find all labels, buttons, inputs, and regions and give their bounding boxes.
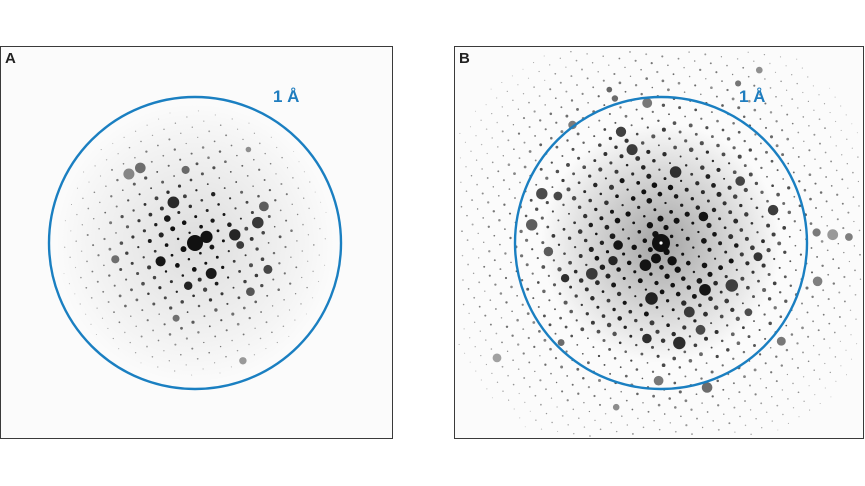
diffraction-panel-a: A 1 Å — [0, 46, 393, 439]
panel-label-b: B — [459, 50, 470, 67]
central-beam — [187, 235, 203, 251]
diffraction-panel-b: B 1 Å — [454, 46, 864, 439]
resolution-label-a: 1 Å — [273, 87, 300, 106]
resolution-label-b: 1 Å — [739, 87, 766, 106]
diffraction-spots — [458, 50, 862, 437]
diffraction-pattern-b — [458, 50, 862, 437]
panel-label-a: A — [5, 50, 16, 67]
diffraction-pattern-a — [47, 95, 343, 391]
resolution-ring — [47, 95, 343, 391]
diffraction-spots — [63, 110, 327, 376]
resolution-ring — [513, 95, 809, 391]
